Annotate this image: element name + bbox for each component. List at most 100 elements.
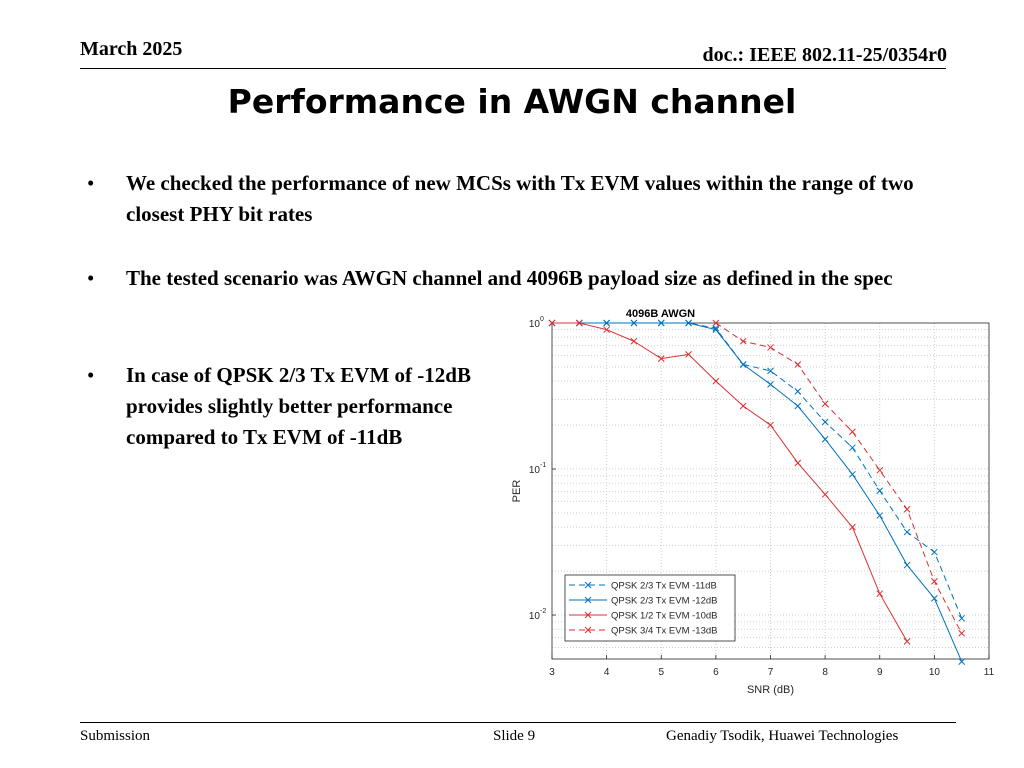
marker-stroke: [903, 638, 911, 645]
data-point: [958, 658, 966, 665]
legend-marker: [584, 596, 592, 604]
bullet-icon: •: [87, 363, 95, 387]
data-point: [876, 466, 884, 474]
marker-stroke: [849, 523, 856, 531]
data-point: [903, 528, 911, 536]
marker-stroke: [630, 319, 638, 327]
data-point: [630, 319, 638, 327]
legend-label: QPSK 1/2 Tx EVM -10dB: [611, 611, 717, 622]
legend-marker: [584, 581, 592, 589]
data-point: [712, 319, 720, 327]
data-point: [685, 319, 692, 327]
marker-stroke: [603, 319, 610, 327]
data-point: [712, 326, 720, 334]
legend-label: QPSK 2/3 Tx EVM -12dB: [611, 596, 717, 607]
y-tick-exponent: -1: [540, 462, 546, 469]
marker-stroke: [630, 337, 638, 345]
data-point: [821, 418, 829, 426]
marker-stroke: [931, 595, 938, 602]
marker-stroke: [821, 491, 829, 498]
y-axis-label: PER: [511, 480, 523, 503]
data-point: [794, 388, 802, 395]
marker-stroke: [903, 561, 911, 569]
data-point: [876, 487, 884, 495]
data-point: [794, 361, 802, 368]
marker-stroke: [794, 459, 802, 467]
data-point: [876, 590, 884, 598]
series-line: [715, 322, 963, 634]
marker-stroke: [712, 324, 720, 332]
marker-stroke: [849, 444, 856, 452]
bullet-text: In case of QPSK 2/3 Tx EVM of -12dB prov…: [126, 363, 471, 449]
series-4: [712, 319, 966, 637]
data-point: [739, 337, 747, 345]
data-point: [903, 638, 911, 645]
marker-stroke: [903, 505, 911, 513]
data-point: [767, 381, 774, 388]
x-tick-label: 8: [822, 667, 828, 678]
marker-stroke: [575, 319, 583, 327]
y-tick-label: 10: [529, 465, 541, 476]
x-tick-label: 7: [768, 667, 774, 678]
legend-entry: QPSK 2/3 Tx EVM -12dB: [569, 596, 717, 607]
marker-stroke: [794, 402, 802, 410]
data-point: [794, 459, 802, 467]
marker-stroke: [849, 428, 856, 436]
footer-author: Genadiy Tsodik, Huawei Technologies: [666, 728, 899, 744]
data-point: [958, 614, 966, 622]
data-point: [630, 337, 638, 345]
series-line: [552, 322, 963, 619]
marker-stroke: [657, 319, 665, 327]
marker-stroke: [821, 400, 829, 408]
marker-stroke: [739, 402, 747, 410]
marker-stroke: [739, 337, 747, 345]
data-point: [712, 377, 720, 385]
bullet-text: We checked the performance of new MCSs w…: [126, 171, 914, 226]
legend-marker: [584, 626, 592, 634]
footer-submission: Submission: [80, 728, 151, 744]
marker-stroke: [739, 361, 747, 368]
legend-entry: QPSK 1/2 Tx EVM -10dB: [569, 611, 717, 622]
y-tick-label: 10: [529, 319, 541, 330]
x-tick-label: 9: [877, 667, 883, 678]
marker-stroke: [685, 319, 692, 327]
y-tick-exponent: -2: [540, 608, 546, 615]
marker-stroke: [794, 388, 802, 395]
marker-stroke: [712, 326, 720, 334]
data-point: [767, 367, 774, 375]
data-point: [903, 505, 911, 513]
data-point: [603, 319, 610, 327]
series-line: [552, 322, 963, 662]
data-point: [849, 428, 856, 436]
marker-stroke: [958, 629, 966, 637]
data-point: [931, 578, 938, 585]
data-point: [767, 421, 774, 429]
chart-title: 4096B AWGN: [626, 308, 695, 320]
data-point: [685, 350, 692, 358]
marker-stroke: [685, 350, 692, 358]
data-point: [657, 355, 665, 363]
marker-stroke: [958, 614, 966, 622]
marker-stroke: [548, 319, 556, 327]
data-point: [849, 444, 856, 452]
data-point: [821, 400, 829, 408]
data-point: [767, 344, 774, 351]
marker-stroke: [876, 487, 884, 495]
data-point: [849, 523, 856, 531]
footer-divider: [80, 722, 956, 723]
x-axis-label: SNR (dB): [747, 684, 794, 696]
bullet-text: The tested scenario was AWGN channel and…: [126, 266, 893, 290]
data-point: [849, 470, 856, 478]
data-point: [821, 435, 829, 443]
bullet-icon: •: [87, 266, 95, 290]
marker-stroke: [767, 367, 774, 375]
legend-label: QPSK 3/4 Tx EVM -13dB: [611, 626, 717, 637]
data-point: [931, 548, 938, 556]
data-point: [739, 361, 747, 368]
bullet-icon: •: [87, 171, 95, 195]
marker-stroke: [876, 512, 884, 519]
data-point: [931, 595, 938, 602]
header-doc-id: doc.: IEEE 802.11-25/0354r0: [702, 44, 947, 66]
data-point: [712, 324, 720, 332]
